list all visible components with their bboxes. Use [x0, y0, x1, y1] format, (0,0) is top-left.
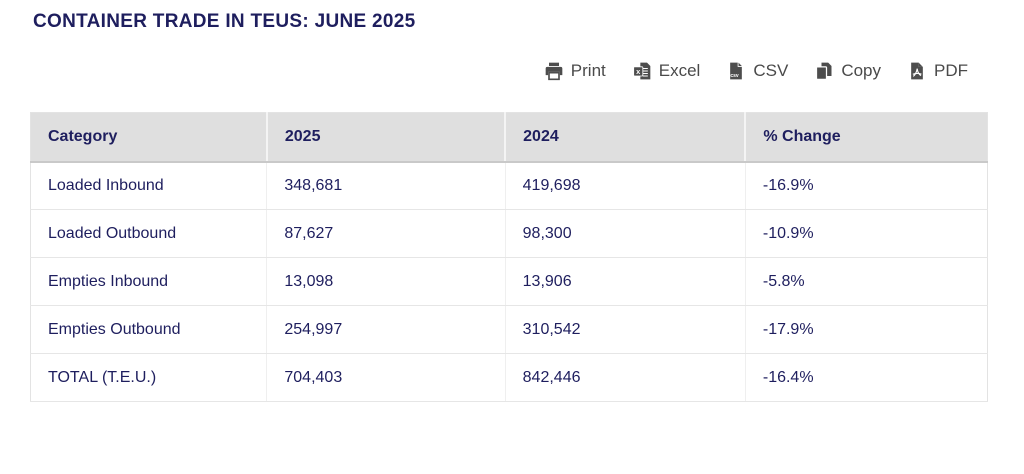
copy-button-label: Copy	[841, 61, 881, 80]
table-row-loaded-outbound: Loaded Outbound 87,627 98,300 -10.9%	[30, 209, 988, 258]
column-header-2025: 2025	[265, 112, 506, 163]
category-cell: Loaded Outbound	[30, 209, 267, 258]
value-2024-cell: 310,542	[504, 305, 746, 354]
excel-file-icon: x	[632, 61, 652, 81]
table-row-empties-outbound: Empties Outbound 254,997 310,542 -17.9%	[30, 305, 988, 354]
column-header-2024: 2024	[504, 112, 746, 163]
excel-button-label: Excel	[658, 61, 701, 80]
container-trade-table: Category 2025 2024 % Change Loaded Inbou…	[30, 112, 988, 402]
svg-text:csv: csv	[731, 73, 740, 79]
category-cell: Loaded Inbound	[30, 161, 267, 210]
category-cell: TOTAL (T.E.U.)	[30, 353, 267, 402]
value-2024-cell: 13,906	[504, 257, 746, 306]
excel-button[interactable]: x Excel	[632, 61, 701, 81]
value-2024-cell: 98,300	[504, 209, 746, 258]
svg-text:x: x	[636, 67, 641, 76]
value-2025-cell: 254,997	[266, 305, 506, 354]
copy-icon	[814, 61, 834, 81]
value-2024-cell: 419,698	[504, 161, 746, 210]
copy-button[interactable]: Copy	[814, 61, 881, 81]
table-row-loaded-inbound: Loaded Inbound 348,681 419,698 -16.9%	[30, 161, 988, 210]
pct-change-cell: -10.9%	[744, 209, 988, 258]
value-2025-cell: 348,681	[266, 161, 506, 210]
value-2025-cell: 704,403	[266, 353, 506, 402]
pct-change-cell: -17.9%	[744, 305, 988, 354]
pdf-button-label: PDF	[934, 61, 968, 80]
export-toolbar: Print x Excel csv	[544, 61, 968, 81]
pct-change-cell: -16.4%	[744, 353, 988, 402]
csv-button[interactable]: csv CSV	[726, 61, 788, 81]
category-cell: Empties Outbound	[30, 305, 267, 354]
column-header-pct-change: % Change	[744, 112, 988, 163]
value-2025-cell: 13,098	[266, 257, 506, 306]
csv-file-icon: csv	[726, 61, 746, 81]
header-row: Category 2025 2024 % Change	[30, 112, 988, 163]
category-cell: Empties Inbound	[30, 257, 267, 306]
column-header-category: Category	[30, 112, 267, 163]
csv-button-label: CSV	[753, 61, 789, 80]
page-title: CONTAINER TRADE IN TEUS: JUNE 2025	[33, 11, 416, 32]
pdf-button[interactable]: PDF	[907, 61, 968, 81]
value-2024-cell: 842,446	[504, 353, 746, 402]
print-button-label: Print	[570, 61, 606, 80]
pct-change-cell: -16.9%	[744, 161, 988, 210]
value-2025-cell: 87,627	[266, 209, 506, 258]
table-row-total-teu: TOTAL (T.E.U.) 704,403 842,446 -16.4%	[30, 353, 988, 402]
pct-change-cell: -5.8%	[744, 257, 988, 306]
print-button[interactable]: Print	[544, 61, 606, 81]
pdf-file-icon	[907, 61, 927, 81]
table-row-empties-inbound: Empties Inbound 13,098 13,906 -5.8%	[30, 257, 988, 306]
printer-icon	[544, 61, 564, 81]
